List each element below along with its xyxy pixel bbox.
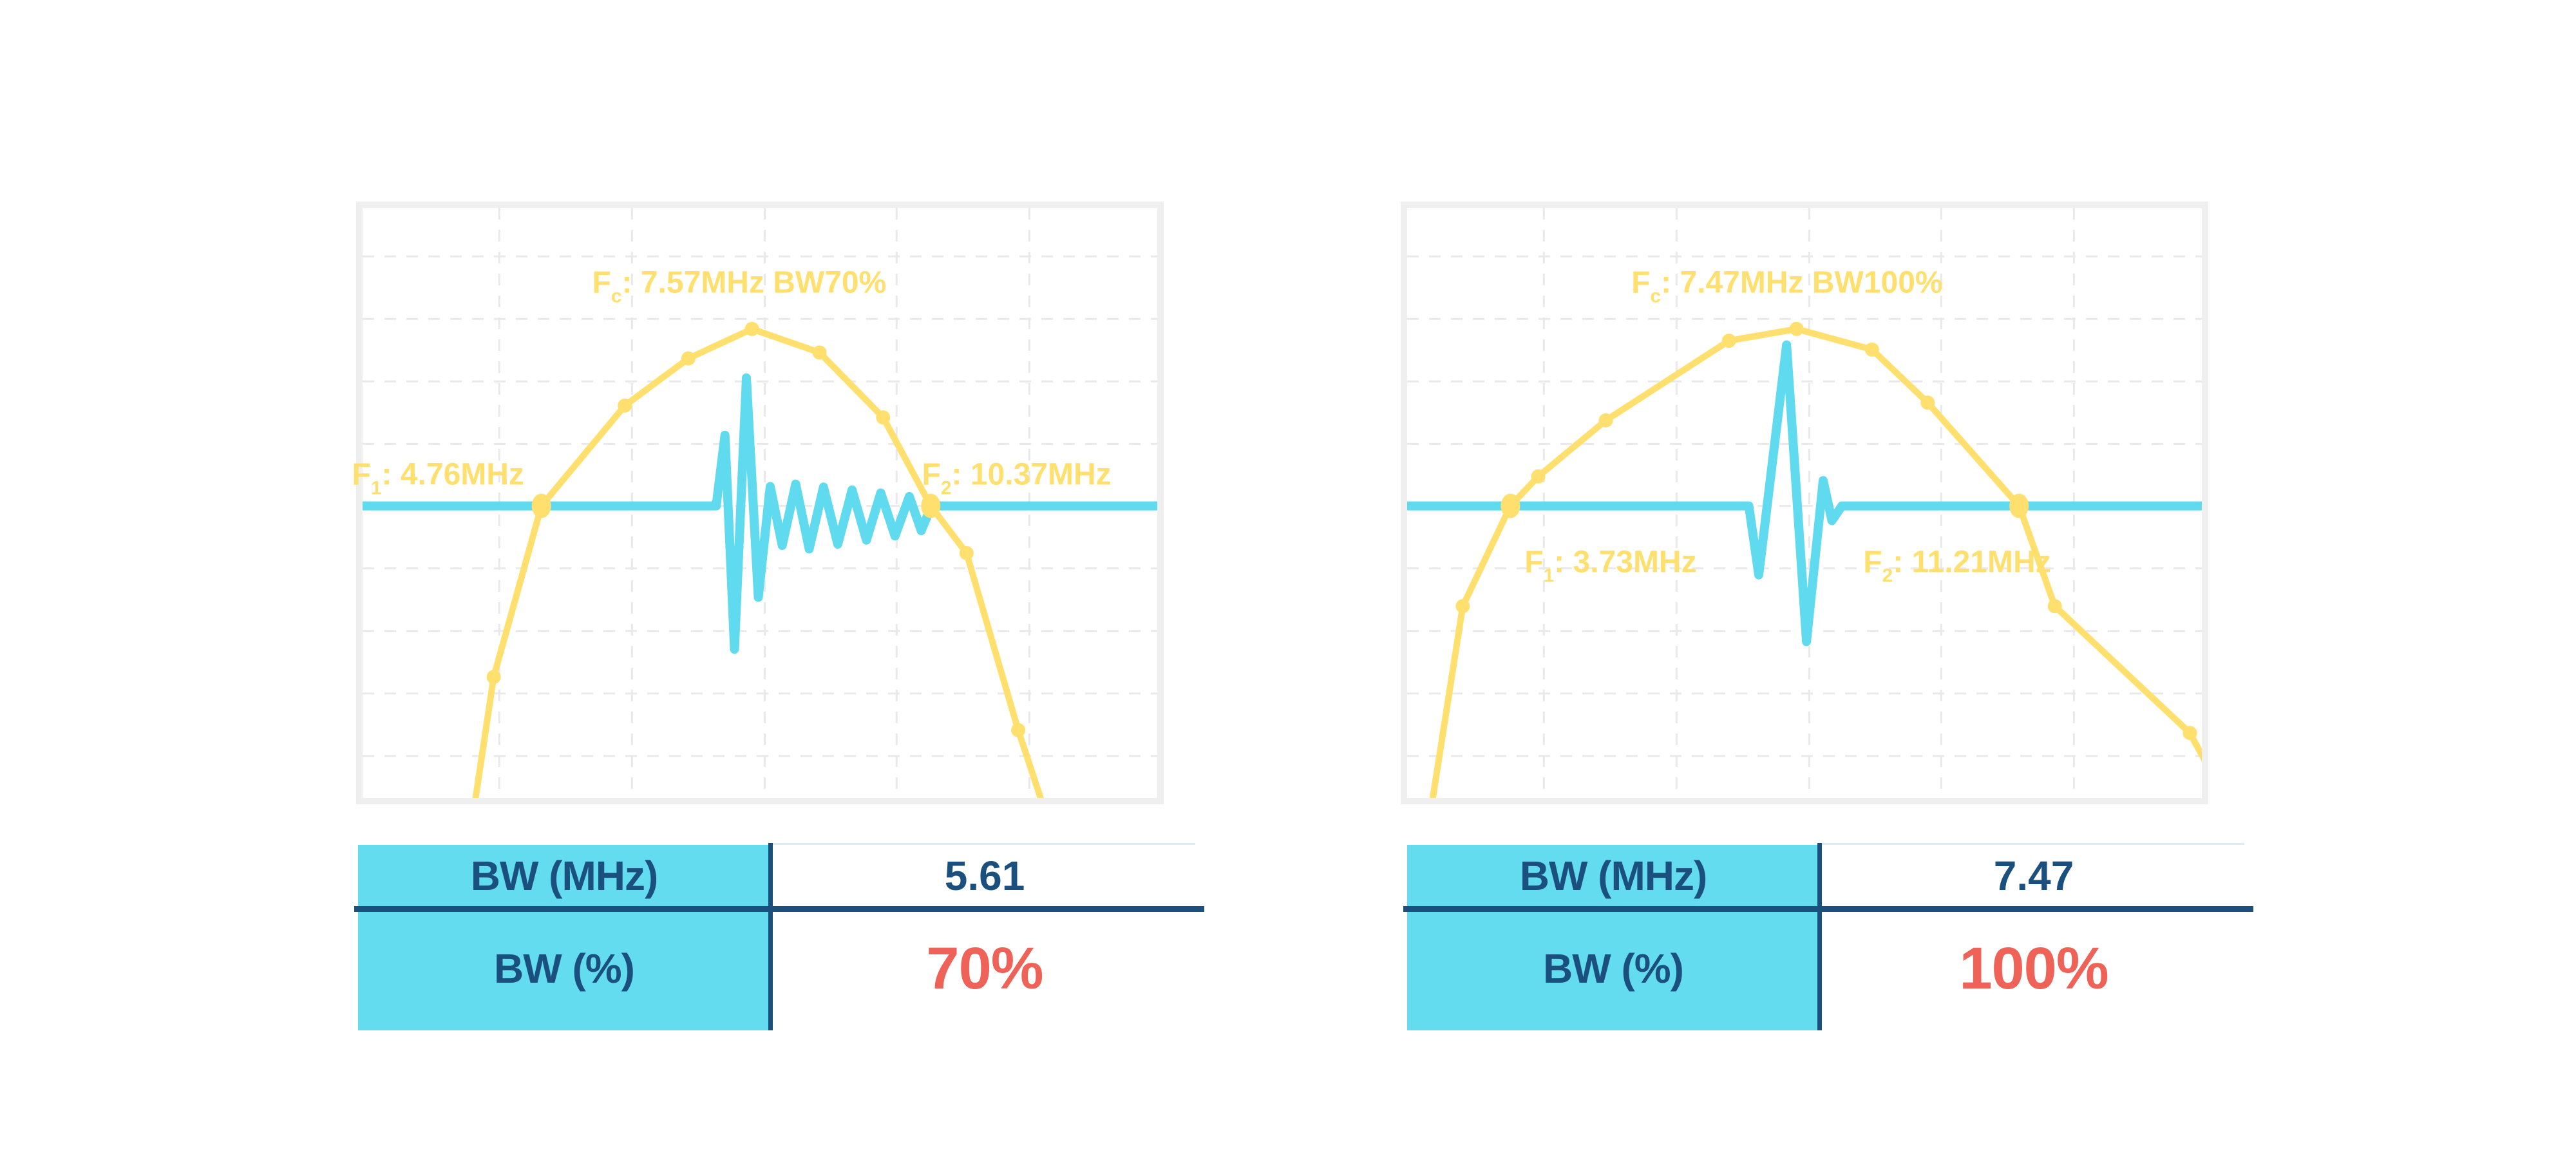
chart-svg <box>1407 208 2202 798</box>
f2-annotation: F2: 11.21MHz <box>1863 545 2051 587</box>
f2-annotation: F2: 10.37MHz <box>922 457 1112 499</box>
table-row-divider <box>1403 906 2253 912</box>
bw-table-100: BW (MHz) BW (%) 7.47 100% <box>1403 843 2253 1032</box>
pulse-waveform <box>1407 340 2202 647</box>
spectrum-plot-bw100: Fc: 7.47MHz BW100% F1: 3.73MHz F2: 11.21MH… <box>1401 202 2208 804</box>
spectrum-point-markers <box>1455 321 2197 741</box>
chart-svg <box>363 208 1157 798</box>
bw-percent-value: 100% <box>1959 935 2108 1001</box>
table-value-column: 5.61 70% <box>770 845 1199 1030</box>
bw-table-70: BW (MHz) BW (%) 5.61 70% <box>354 843 1204 1032</box>
spectrum-curve <box>472 325 1045 798</box>
pulse-waveform <box>363 373 1157 654</box>
table-column-divider <box>768 843 773 1030</box>
bw-percent-label: BW (%) <box>1543 945 1684 992</box>
table-row-divider <box>354 906 1204 912</box>
bw-mhz-label: BW (MHz) <box>1519 853 1708 899</box>
table-header-column: BW (MHz) BW (%) <box>358 845 770 1030</box>
f1-annotation: F1: 3.73MHz <box>1524 545 1697 587</box>
fc-annotation: Fc: 7.57MHz BW70% <box>592 265 887 307</box>
table-top-hairline <box>1819 843 2244 846</box>
spectrum-plot-bw70: Fc: 7.57MHz BW70% F1: 4.76MHz F2: 10.37MHz <box>352 202 1164 804</box>
f1-annotation: F1: 4.76MHz <box>352 457 524 499</box>
table-top-hairline <box>770 843 1195 846</box>
bw-mhz-value: 5.61 <box>944 853 1025 899</box>
fc-annotation: Fc: 7.47MHz BW100% <box>1631 265 1943 307</box>
spectrum-point-markers <box>486 321 1026 737</box>
table-column-divider <box>1817 843 1822 1030</box>
table-header-column: BW (MHz) BW (%) <box>1407 845 1819 1030</box>
bw-percent-value: 70% <box>926 935 1043 1001</box>
dashed-gridlines <box>1407 208 2202 798</box>
table-value-column: 7.47 100% <box>1819 845 2248 1030</box>
bw-mhz-label: BW (MHz) <box>470 853 659 899</box>
bw-mhz-value: 7.47 <box>1993 853 2074 899</box>
bw-percent-label: BW (%) <box>494 945 635 992</box>
